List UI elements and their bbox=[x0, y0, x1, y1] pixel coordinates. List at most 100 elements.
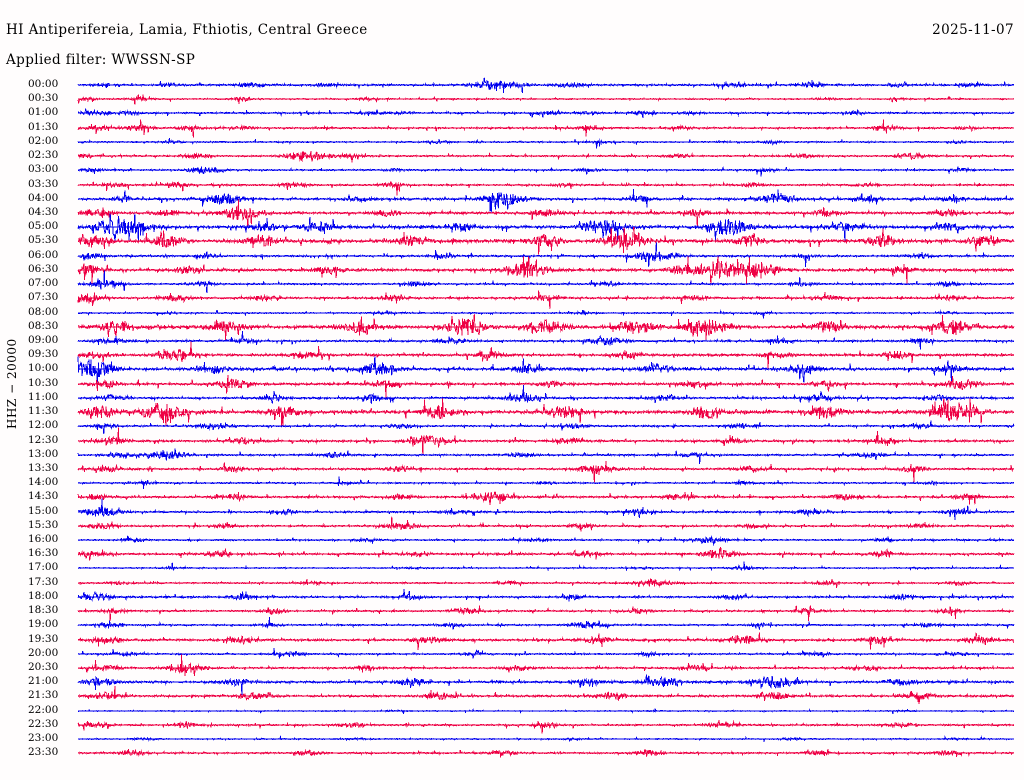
time-tick-label: 02:30 bbox=[28, 149, 59, 162]
seismic-trace bbox=[77, 739, 1015, 767]
seismic-trace bbox=[77, 554, 1015, 582]
seismic-trace bbox=[77, 355, 1015, 383]
time-tick-label: 21:30 bbox=[28, 689, 59, 702]
seismic-trace bbox=[77, 697, 1015, 725]
helicorder-row: 10:30 bbox=[0, 374, 1024, 398]
seismic-trace bbox=[77, 426, 1015, 455]
seismic-trace bbox=[77, 640, 1015, 668]
helicorder-row: 23:00 bbox=[0, 732, 1024, 746]
seismic-trace bbox=[77, 227, 1015, 255]
seismic-trace bbox=[77, 114, 1015, 142]
seismic-trace bbox=[77, 313, 1015, 341]
seismic-trace bbox=[77, 483, 1015, 511]
time-tick-label: 06:30 bbox=[28, 262, 59, 275]
helicorder-row: 16:30 bbox=[0, 547, 1024, 561]
helicorder-row: 08:30 bbox=[0, 313, 1024, 341]
helicorder-trace-area: 00:00 00:30 01:00 01:30 02:00 02:30 03:00 03:30… bbox=[0, 77, 1024, 778]
helicorder-row: 02:00 bbox=[0, 135, 1024, 149]
time-tick-label: 20:00 bbox=[28, 646, 59, 659]
seismic-trace bbox=[77, 199, 1015, 227]
helicorder-row: 07:00 bbox=[0, 270, 1024, 294]
helicorder-row: 17:30 bbox=[0, 576, 1024, 590]
seismic-trace bbox=[77, 213, 1015, 241]
seismic-trace bbox=[77, 142, 1015, 170]
time-tick-label: 13:00 bbox=[28, 447, 59, 460]
seismic-trace bbox=[77, 711, 1015, 739]
time-tick-label: 10:00 bbox=[28, 362, 59, 375]
seismic-trace bbox=[77, 441, 1015, 469]
time-tick-label: 13:30 bbox=[28, 461, 59, 474]
seismic-trace bbox=[77, 242, 1015, 270]
helicorder-row: 13:30 bbox=[0, 460, 1024, 483]
time-tick-label: 07:30 bbox=[28, 291, 59, 304]
seismic-trace bbox=[77, 156, 1015, 184]
helicorder-row: 16:00 bbox=[0, 533, 1024, 547]
time-tick-label: 08:00 bbox=[28, 305, 59, 318]
seismic-trace bbox=[77, 341, 1015, 369]
seismic-trace bbox=[77, 512, 1015, 540]
seismic-trace bbox=[77, 384, 1015, 412]
time-tick-label: 03:30 bbox=[28, 177, 59, 190]
helicorder-row: 15:30 bbox=[0, 516, 1024, 533]
seismic-trace bbox=[77, 85, 1015, 113]
helicorder-row: 00:30 bbox=[0, 92, 1024, 106]
time-tick-label: 15:30 bbox=[28, 518, 59, 531]
helicorder-row: 12:00 bbox=[0, 419, 1024, 435]
seismic-trace bbox=[77, 498, 1015, 526]
time-tick-label: 15:00 bbox=[28, 504, 59, 517]
time-tick-label: 12:00 bbox=[28, 419, 59, 432]
time-tick-label: 01:00 bbox=[28, 106, 59, 119]
seismic-trace bbox=[77, 654, 1015, 682]
seismic-trace bbox=[77, 583, 1015, 611]
seismic-trace bbox=[77, 611, 1015, 639]
helicorder-row: 19:30 bbox=[0, 631, 1024, 650]
seismic-trace bbox=[77, 270, 1015, 298]
time-tick-label: 11:00 bbox=[28, 390, 59, 403]
seismic-trace bbox=[77, 725, 1015, 753]
seismic-trace bbox=[77, 412, 1015, 440]
helicorder-row: 01:30 bbox=[0, 119, 1024, 138]
time-tick-label: 22:30 bbox=[28, 717, 59, 730]
time-tick-label: 17:30 bbox=[28, 575, 59, 588]
seismic-trace bbox=[77, 299, 1015, 327]
time-tick-label: 18:00 bbox=[28, 589, 59, 602]
time-tick-label: 08:30 bbox=[28, 319, 59, 332]
time-tick-label: 05:00 bbox=[28, 220, 59, 233]
time-tick-label: 11:30 bbox=[28, 405, 59, 418]
helicorder-row: 19:00 bbox=[0, 617, 1024, 632]
seismic-trace bbox=[77, 370, 1015, 398]
time-tick-label: 05:30 bbox=[28, 234, 59, 247]
time-tick-label: 16:30 bbox=[28, 547, 59, 560]
seismic-trace bbox=[77, 682, 1015, 710]
helicorder-row: 15:00 bbox=[0, 498, 1024, 520]
time-tick-label: 10:30 bbox=[28, 376, 59, 389]
time-tick-label: 23:00 bbox=[28, 732, 59, 745]
date-label: 2025-11-07 bbox=[932, 22, 1014, 38]
time-tick-label: 21:00 bbox=[28, 675, 59, 688]
seismic-trace bbox=[77, 128, 1015, 156]
helicorder-row: 02:30 bbox=[0, 149, 1024, 163]
time-tick-label: 17:00 bbox=[28, 561, 59, 574]
time-tick-label: 09:30 bbox=[28, 348, 59, 361]
seismic-trace bbox=[77, 327, 1015, 355]
helicorder-row: 17:00 bbox=[0, 561, 1024, 575]
helicorder-row: 00:00 bbox=[0, 77, 1024, 94]
time-tick-label: 09:00 bbox=[28, 333, 59, 346]
time-tick-label: 01:30 bbox=[28, 120, 59, 133]
seismic-trace bbox=[77, 71, 1015, 99]
helicorder-row: 11:00 bbox=[0, 384, 1024, 405]
time-tick-label: 06:00 bbox=[28, 248, 59, 261]
helicorder-row: 04:00 bbox=[0, 188, 1024, 213]
seismic-trace bbox=[77, 455, 1015, 483]
helicorder-row: 03:00 bbox=[0, 163, 1024, 177]
seismic-trace bbox=[77, 469, 1015, 497]
time-tick-label: 16:00 bbox=[28, 533, 59, 546]
helicorder-row: 14:00 bbox=[0, 476, 1024, 490]
helicorder-row: 22:00 bbox=[0, 704, 1024, 718]
helicorder-row: 11:30 bbox=[0, 398, 1024, 426]
page-title: HI Antiperifereia, Lamia, Fthiotis, Cent… bbox=[6, 22, 368, 38]
time-tick-label: 07:00 bbox=[28, 277, 59, 290]
helicorder-row: 21:00 bbox=[0, 674, 1024, 696]
helicorder-row: 20:30 bbox=[0, 654, 1024, 677]
time-tick-label: 02:00 bbox=[28, 134, 59, 147]
